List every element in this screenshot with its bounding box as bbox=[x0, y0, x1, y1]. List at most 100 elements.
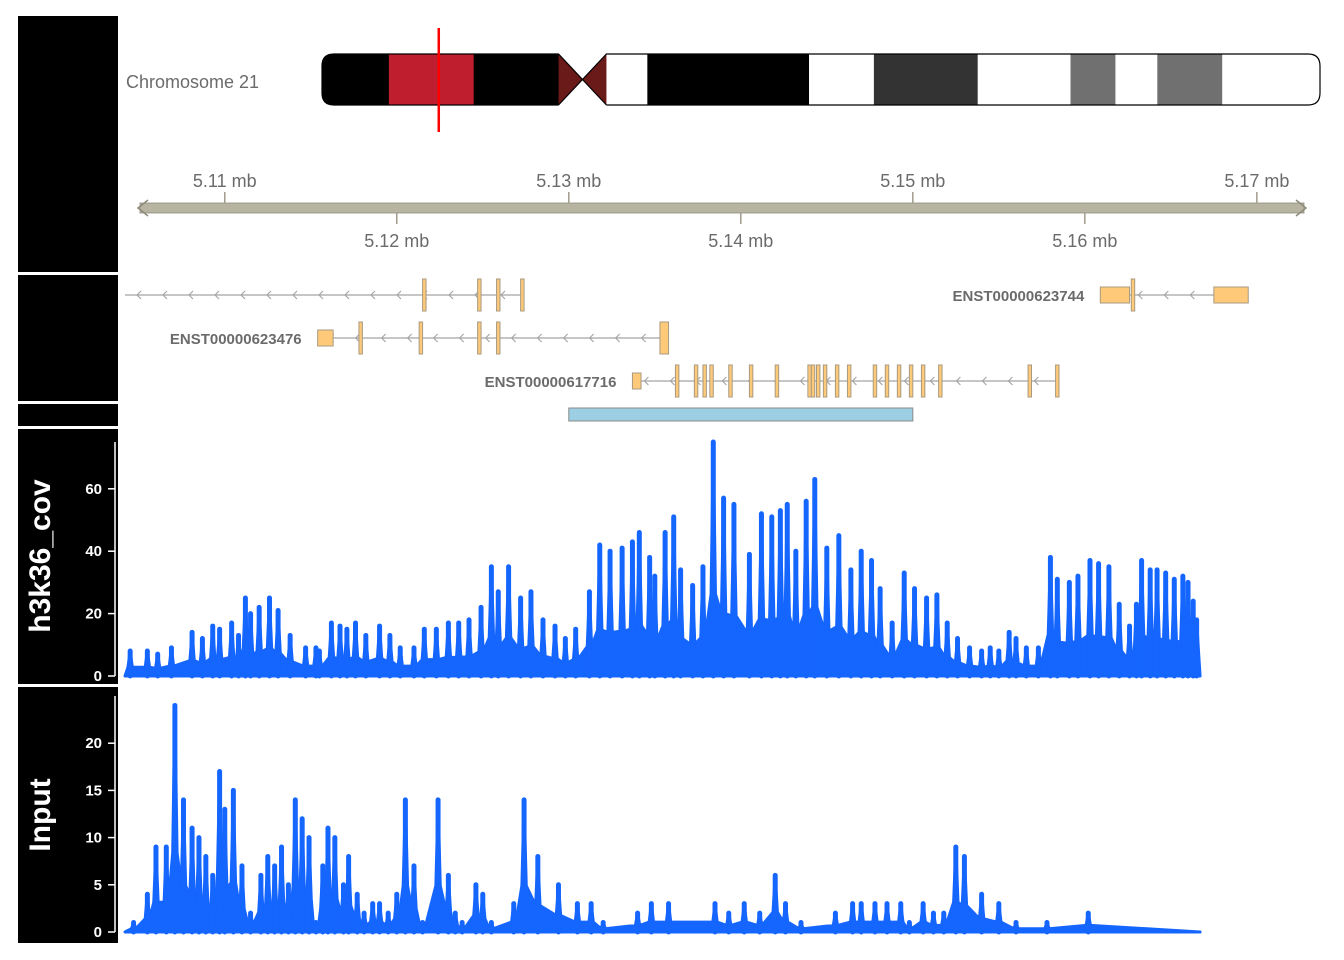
utr-exon bbox=[317, 329, 334, 347]
strand-arrow bbox=[669, 376, 675, 386]
ideogram-outline-path bbox=[321, 53, 1321, 106]
axis-tick-label-bottom: 5.14 mb bbox=[708, 231, 773, 251]
highlight-region bbox=[568, 407, 914, 422]
utr-exon bbox=[1213, 286, 1249, 304]
strand-arrow bbox=[354, 333, 361, 343]
transcript-label: ENST00000617716 bbox=[485, 374, 617, 391]
strand-arrow bbox=[162, 290, 168, 300]
strand-arrow bbox=[396, 290, 402, 300]
axis-tick-label-top: 5.13 mb bbox=[536, 171, 601, 191]
y-tick-label: 60 bbox=[85, 481, 102, 498]
y-tick-label: 15 bbox=[85, 782, 102, 799]
strand-arrow bbox=[1033, 376, 1039, 386]
strand-arrow bbox=[588, 333, 595, 343]
axis-bar bbox=[139, 202, 1305, 214]
h3k36-track-title: h3k36_cov bbox=[24, 479, 57, 633]
ideogram-band-1 bbox=[388, 54, 475, 105]
strand-arrow bbox=[877, 376, 883, 386]
axis-tick-label-top: 5.11 mb bbox=[193, 171, 257, 191]
strand-arrow bbox=[380, 333, 387, 343]
strand-arrow bbox=[266, 290, 272, 300]
highlight-track-title-panel bbox=[18, 404, 118, 426]
y-tick-label: 40 bbox=[85, 543, 102, 560]
ideogram-band-5 bbox=[647, 54, 810, 105]
strand-arrow bbox=[640, 333, 647, 343]
transcript-3: ENST00000623744 bbox=[953, 278, 1249, 312]
transcript-2: ENST00000617716 bbox=[485, 364, 1060, 398]
coverage-area bbox=[123, 440, 1202, 678]
strand-arrow bbox=[562, 333, 569, 343]
strand-arrow bbox=[432, 333, 439, 343]
transcript-label: ENST00000623476 bbox=[170, 331, 302, 348]
axis-tick-label-bottom: 5.12 mb bbox=[364, 231, 429, 251]
y-tick-label: 0 bbox=[94, 668, 102, 685]
coding-exon bbox=[822, 364, 828, 398]
genome-axis: 5.11 mb 5.13 mb 5.15 mb 5.17 mb 5.12 mb 5.14 … bbox=[136, 171, 1308, 251]
coding-exon bbox=[418, 321, 424, 355]
strand-arrow bbox=[448, 290, 454, 300]
coding-exon bbox=[834, 364, 840, 398]
y-tick-label: 20 bbox=[85, 735, 102, 752]
coding-exon bbox=[774, 364, 780, 398]
strand-arrow bbox=[458, 333, 465, 343]
coding-exon bbox=[815, 364, 821, 398]
coding-exon bbox=[496, 321, 501, 355]
coding-exon bbox=[1027, 364, 1033, 398]
strand-arrow bbox=[370, 290, 376, 300]
coding-exon bbox=[1130, 278, 1136, 312]
strand-arrow bbox=[1137, 290, 1143, 300]
ideogram-band-11 bbox=[1157, 54, 1223, 105]
input-track-title: Input bbox=[24, 778, 57, 851]
ideogram-band-6 bbox=[809, 54, 875, 105]
coding-exon bbox=[1055, 364, 1060, 398]
coding-exon bbox=[674, 364, 680, 398]
ideogram-label: Chromosome 21 bbox=[126, 72, 259, 92]
transcript-label: ENST00000623744 bbox=[953, 288, 1085, 305]
ideogram-band-10 bbox=[1115, 54, 1158, 105]
axis-tick-label-top: 5.17 mb bbox=[1224, 171, 1289, 191]
ideogram-band-7 bbox=[873, 54, 979, 105]
strand-arrow bbox=[318, 290, 324, 300]
strand-arrow bbox=[510, 333, 517, 343]
highlight-track bbox=[568, 407, 914, 422]
strand-arrow bbox=[1007, 376, 1013, 386]
ideogram-band-9 bbox=[1070, 54, 1116, 105]
input-track-title-panel bbox=[18, 687, 118, 943]
strand-arrow bbox=[929, 376, 935, 386]
coding-exon bbox=[807, 364, 812, 398]
transcript-1: ENST00000623476 bbox=[170, 321, 670, 355]
ideogram-band-4 bbox=[606, 54, 648, 105]
strand-arrow bbox=[614, 333, 621, 343]
ideogram-band-2 bbox=[473, 54, 560, 105]
coding-exon bbox=[728, 364, 733, 398]
y-tick-label: 10 bbox=[85, 830, 102, 847]
coding-exon bbox=[896, 364, 902, 398]
coding-exon bbox=[872, 364, 878, 398]
coding-exon bbox=[477, 278, 482, 312]
strand-arrow bbox=[851, 376, 857, 386]
chromosome-ideogram: Chromosome 21 bbox=[126, 28, 1321, 132]
transcript-0 bbox=[125, 278, 525, 312]
strand-arrow bbox=[484, 333, 491, 343]
strand-arrow bbox=[214, 290, 220, 300]
coding-exon bbox=[702, 364, 707, 398]
strand-arrow bbox=[643, 376, 649, 386]
y-tick-label: 5 bbox=[94, 877, 102, 894]
strand-arrow bbox=[1163, 290, 1169, 300]
coding-exon bbox=[659, 321, 670, 355]
strand-arrow bbox=[188, 290, 194, 300]
input-coverage-track: Input 0 5 10 15 20 bbox=[24, 696, 1202, 941]
coding-exon bbox=[520, 278, 525, 312]
y-tick-label: 0 bbox=[94, 924, 102, 941]
ideogram-band-8 bbox=[977, 54, 1071, 105]
h3k36-track-title-panel bbox=[18, 429, 118, 684]
strand-arrow bbox=[721, 376, 727, 386]
coding-exon bbox=[920, 364, 926, 398]
y-tick-label: 20 bbox=[85, 606, 102, 623]
coding-exon bbox=[908, 364, 914, 398]
ideogram-bands bbox=[322, 54, 1320, 105]
coding-exon bbox=[810, 364, 816, 398]
coding-exon bbox=[884, 364, 890, 398]
utr-exon bbox=[1099, 286, 1131, 304]
gene-track: ENST00000623476 ENST00000617716 ENST000006… bbox=[125, 278, 1249, 398]
